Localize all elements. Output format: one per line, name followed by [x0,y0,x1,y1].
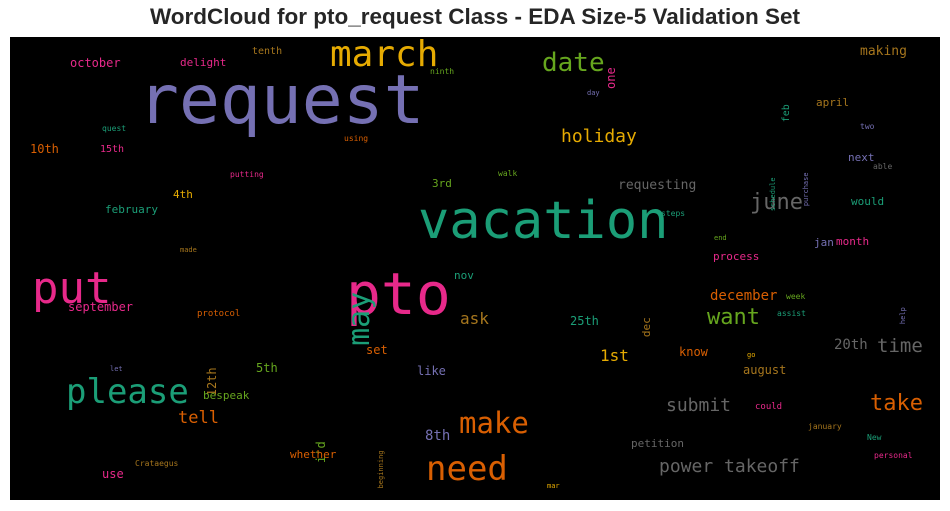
word-ninth: ninth [430,67,455,76]
word-week: week [786,292,806,301]
word-set: set [366,343,388,357]
word-bespeak: bespeak [203,389,250,402]
word-jan: jan [814,236,834,249]
chart-title: WordCloud for pto_request Class - EDA Si… [149,4,801,29]
word-1st: 1st [600,346,629,365]
word-crataegus: Crataegus [135,459,179,468]
word-process: process [713,250,760,263]
word-january: january [808,422,842,431]
word-date: date [542,48,605,78]
word-beginning: beginning [377,450,385,489]
word-purchase: purchase [802,172,810,207]
word-mar: mar [547,482,560,490]
word-put: put [32,263,112,314]
word-delight: delight [180,56,227,69]
word-schedule: schedule [769,177,777,212]
word-vacation: vacation [418,191,669,251]
word-september: september [68,300,134,314]
word-4th: 4th [173,188,193,201]
word-use: use [102,467,124,481]
word-like: like [417,364,446,378]
word-15th: 15th [100,144,125,155]
word-new: New [867,433,882,442]
word-know: know [679,345,708,359]
word-february: february [105,203,158,216]
word-day: day [587,89,600,97]
word-go: go [747,351,756,359]
word-tell: tell [178,408,219,428]
word-request: request [138,61,425,140]
word-submit: submit [666,395,732,416]
word-feb: feb [781,104,792,123]
word-ask: ask [460,309,489,328]
word-holiday: holiday [561,126,637,147]
wordcloud-canvas: request vacation pto march put please need make… [10,37,940,500]
word-march: march [330,37,439,75]
word-10th: 10th [30,142,59,156]
word-protocol: protocol [197,309,241,319]
word-whether: whether [290,448,337,461]
word-let: let [110,365,123,373]
word-steps: steps [661,209,686,218]
word-would: would [851,195,885,208]
word-20th: 20th [834,337,868,353]
word-april: april [816,96,850,109]
word-using: using [344,134,369,143]
word-please: please [66,372,189,412]
word-august: august [743,363,787,377]
word-25th: 25th [570,314,599,328]
word-requesting: requesting [618,178,697,193]
word-june: june [750,190,803,215]
word-need: need [426,449,508,489]
word-assist: assist [777,309,806,318]
word-walk: walk [498,169,518,178]
word-may: may [342,291,377,346]
word-month: month [836,235,870,248]
word-time: time [877,335,923,357]
word-want: want [707,305,760,330]
word-dec: dec [640,317,653,338]
word-made: made [180,246,197,254]
word-able: able [873,162,893,171]
word-making: making [860,44,907,59]
word-make: make [459,406,529,440]
word-two: two [860,122,875,131]
word-october: october [70,56,121,70]
word-5th: 5th [256,361,278,375]
word-putting: putting [230,170,264,179]
word-take: take [870,391,923,416]
word-personal: personal [874,451,913,460]
word-petition: petition [631,437,684,450]
word-help: help [899,307,907,325]
word-next: next [848,151,875,164]
word-tenth: tenth [252,46,283,57]
word-nov: nov [454,269,474,282]
word-one: one [604,67,618,89]
word-could: could [755,402,783,412]
word-power-takeoff: power takeoff [659,456,800,477]
word-december: december [710,288,778,304]
word-end: end [714,234,727,242]
word-8th: 8th [425,428,451,444]
word-pto: pto [346,260,451,328]
word-quest: quest [102,124,127,133]
word-3rd: 3rd [432,177,452,190]
